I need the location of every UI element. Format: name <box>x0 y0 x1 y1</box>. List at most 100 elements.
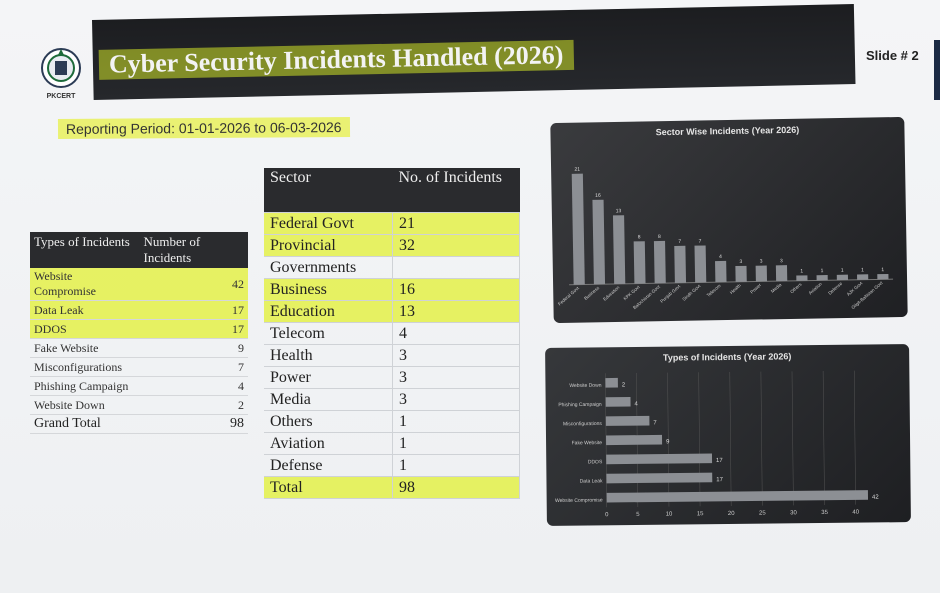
gridline <box>853 370 856 505</box>
data-label: 1 <box>861 267 864 273</box>
sector-total-label: Total <box>264 476 393 499</box>
types-table-row: Misconfigurations 7 <box>30 357 248 377</box>
sector-header-count: No. of Incidents <box>392 168 520 213</box>
tick-label: Aviation <box>808 281 824 296</box>
bar <box>612 215 626 285</box>
incident-types-body: Website Compromise 42 Data Leak 17 DDOS 17 Fak… <box>30 268 248 434</box>
category-label: Website Down <box>569 383 601 389</box>
bar <box>606 490 869 503</box>
sector-name: Power <box>264 366 393 389</box>
data-label: 3 <box>760 259 763 265</box>
sector-table-row: Education 13 <box>264 300 520 323</box>
sector-name: Federal Govt <box>264 212 393 235</box>
tick-label: Power <box>749 282 762 294</box>
bar <box>592 199 606 285</box>
category-label: Phishing Campaign <box>558 402 602 408</box>
data-label: 21 <box>574 167 580 173</box>
sector-count: 1 <box>392 410 520 433</box>
bar <box>605 434 663 446</box>
data-label: 3 <box>739 259 742 265</box>
reporting-period-label: Reporting Period: <box>65 120 179 137</box>
types-header-count: Number of Incidents <box>139 232 248 268</box>
bar <box>653 240 666 284</box>
gridline <box>760 371 763 506</box>
tick-label: Others <box>789 281 803 294</box>
gridline <box>698 372 701 507</box>
types-table-row: Data Leak 17 <box>30 300 248 320</box>
sector-table-row: Telecom 4 <box>264 322 520 345</box>
page-edge-divider <box>934 40 940 100</box>
data-label: 9 <box>666 439 670 445</box>
data-label: 4 <box>719 254 722 260</box>
bar <box>877 273 889 280</box>
sector-count: 3 <box>392 366 520 389</box>
data-label: 1 <box>881 267 884 273</box>
bar <box>571 173 585 285</box>
tick-label: 20 <box>728 511 735 517</box>
pkcert-logo: PKCERT <box>36 46 86 104</box>
incident-type-name: Fake Website <box>30 338 140 358</box>
gridline <box>822 370 825 505</box>
grand-total-value: 98 <box>139 414 248 434</box>
gridline <box>791 371 794 506</box>
sector-name: Provincial <box>264 234 393 257</box>
bar <box>816 275 828 281</box>
data-label: 17 <box>716 458 723 464</box>
sector-total-row: Total 98 <box>264 476 520 499</box>
tick-label: Education <box>602 285 621 302</box>
reporting-period-value: 01-01-2026 to 06-03-2026 <box>178 119 342 137</box>
tick-label: 10 <box>666 512 673 518</box>
incident-type-count: 42 <box>139 268 248 301</box>
tick-label: Business <box>583 285 601 301</box>
chart-title: Sector Wise Incidents (Year 2026) <box>656 125 800 138</box>
sector-name: Defense <box>264 454 393 477</box>
sector-count: 13 <box>392 300 520 323</box>
incident-type-name: Misconfigurations <box>30 357 140 377</box>
data-label: 42 <box>872 495 879 501</box>
sector-chart-panel: Sector Wise Incidents (Year 2026) 21 Feder… <box>550 116 908 324</box>
bar <box>857 274 869 280</box>
data-label: 13 <box>616 208 622 214</box>
category-label: Website Compromise <box>555 498 603 505</box>
title-bar: Cyber Security Incidents Handled (2026) <box>92 4 856 100</box>
tick-label: Punjab Govt <box>659 283 682 304</box>
incident-type-name: Website Compromise <box>30 268 140 301</box>
category-label: Misconfigurations <box>563 421 602 427</box>
data-label: 8 <box>638 234 641 240</box>
bar <box>606 472 713 484</box>
sector-count <box>392 256 520 279</box>
data-label: 2 <box>622 382 626 388</box>
types-table-row: DDOS 17 <box>30 319 248 339</box>
data-label: 1 <box>841 268 844 274</box>
pkcert-emblem-icon: PKCERT <box>41 48 81 100</box>
incident-type-count: 4 <box>139 376 248 396</box>
sector-table-row: Media 3 <box>264 388 520 411</box>
incident-type-name: DDOS <box>30 319 140 339</box>
tick-label: KPK Govt <box>622 284 641 301</box>
sector-name: Education <box>264 300 393 323</box>
tick-label: Media <box>770 282 783 294</box>
sector-name: Others <box>264 410 393 433</box>
bar <box>605 396 631 407</box>
sector-table-body: Federal Govt 21 Provincial 32 Governments Bus… <box>264 212 520 499</box>
bar <box>796 275 808 281</box>
tick-label: 0 <box>605 512 609 518</box>
incident-types-table: Types of Incidents Number of Incidents W… <box>30 232 248 434</box>
tick-label: AJK Govt <box>846 280 864 297</box>
sector-count: 3 <box>392 344 520 367</box>
sector-table-row: Business 16 <box>264 278 520 301</box>
data-label: 3 <box>780 258 783 264</box>
tick-label: 25 <box>759 511 766 517</box>
data-label: 4 <box>635 401 639 407</box>
sector-table: Sector No. of Incidents Federal Govt 21 Pr… <box>264 168 520 499</box>
incident-type-count: 17 <box>139 319 248 339</box>
types-chart-panel: Types of Incidents (Year 2026) 0 5 10 15 20 25… <box>545 344 911 526</box>
bar <box>775 265 788 282</box>
data-label: 1 <box>821 268 824 274</box>
data-label: 17 <box>716 477 723 483</box>
page-title: Cyber Security Incidents Handled (2026) <box>98 39 574 80</box>
category-label: DDOS <box>588 459 603 465</box>
sector-total-value: 98 <box>392 476 520 499</box>
sector-wise-incidents-chart: Sector Wise Incidents (Year 2026) 21 Feder… <box>557 125 894 310</box>
sector-count: 32 <box>392 234 520 257</box>
